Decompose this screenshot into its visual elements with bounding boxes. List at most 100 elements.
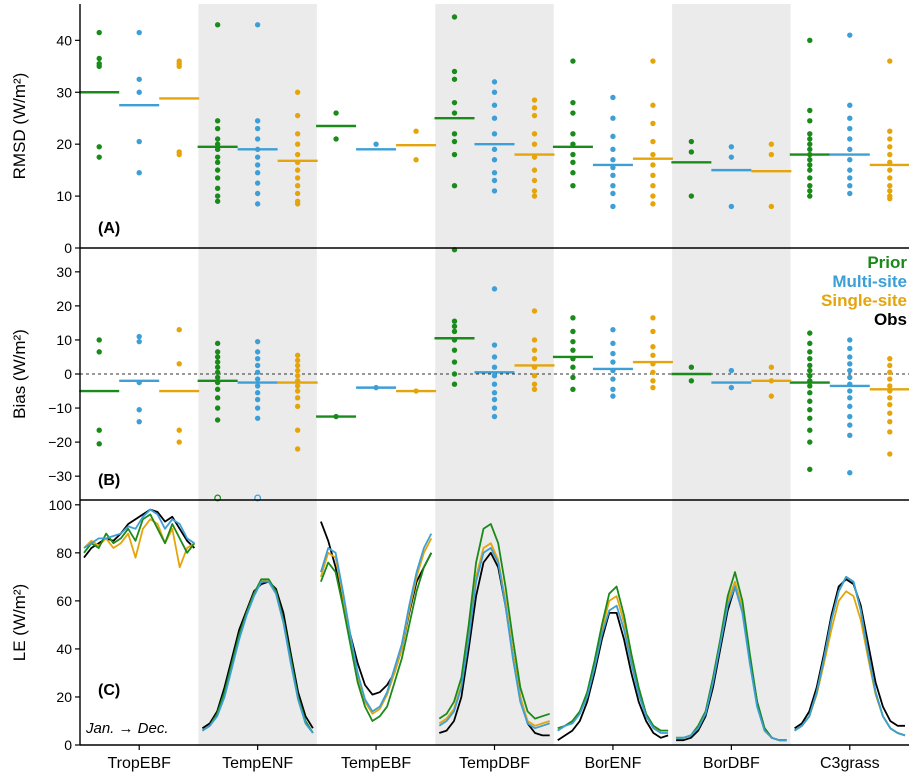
point-Prior-C3grass <box>807 175 813 181</box>
y-tick-label: 20 <box>56 298 72 314</box>
point-Multi-site-TempENF <box>254 146 261 153</box>
point-Prior-C3grass <box>807 118 813 124</box>
point-Prior-C3grass <box>807 373 813 379</box>
point-Multi-site-TempDBF <box>491 413 498 420</box>
le-line-Obs-TempDBF <box>439 551 550 737</box>
point-Single-site-TempENF <box>294 159 301 166</box>
point-Prior-TempENF <box>214 369 221 375</box>
point-Prior-C3grass <box>807 390 813 396</box>
point-Single-site-BorENF <box>650 328 656 335</box>
point-Single-site-C3grass <box>887 418 893 425</box>
point-Single-site-BorDBF <box>768 378 775 384</box>
point-Single-site-BorENF <box>650 201 656 207</box>
point-Prior-TempENF <box>214 146 221 153</box>
point-Single-site-TropEBF <box>176 151 182 158</box>
point-Single-site-TempDBF <box>531 337 538 343</box>
point-Prior-C3grass <box>807 439 813 445</box>
point-Single-site-TempENF <box>294 175 301 181</box>
point-Prior-TempDBF <box>451 183 458 189</box>
point-Single-site-TempENF <box>294 151 301 158</box>
point-Prior-TropEBF <box>96 154 102 160</box>
point-Multi-site-C3grass <box>847 157 853 163</box>
y-tick-label: 0 <box>64 240 72 256</box>
point-Prior-BorDBF <box>688 378 695 384</box>
point-Prior-C3grass <box>807 188 813 194</box>
point-Single-site-C3grass <box>887 429 893 435</box>
point-Prior-BorENF <box>570 183 576 189</box>
point-Single-site-TempDBF <box>531 154 538 160</box>
y-tick-label: 40 <box>56 32 72 48</box>
point-Multi-site-TempENF <box>254 415 261 421</box>
point-Multi-site-BorENF <box>610 115 616 121</box>
point-Multi-site-C3grass <box>847 146 853 153</box>
point-Multi-site-BorDBF <box>728 154 735 160</box>
point-Prior-TempDBF <box>451 68 458 75</box>
point-Multi-site-TempDBF <box>491 364 498 370</box>
point-Prior-C3grass <box>807 183 813 189</box>
point-Prior-TempENF <box>214 193 221 199</box>
point-Single-site-C3grass <box>887 136 893 142</box>
point-Multi-site-TempENF <box>254 180 261 186</box>
point-Multi-site-TempENF <box>254 390 261 396</box>
point-Prior-TempENF <box>214 417 221 423</box>
point-Multi-site-TempEBF <box>373 384 379 391</box>
point-Multi-site-C3grass <box>847 32 853 38</box>
point-Prior-TempEBF <box>333 136 339 142</box>
point-Multi-site-TempENF <box>254 369 261 375</box>
point-Prior-TropEBF <box>96 427 102 433</box>
point-Prior-C3grass <box>807 157 813 163</box>
panel-rmsd: 0 10 20 30 40 RMSD (W/m²) (A) <box>10 4 909 256</box>
y-tick-label: 0 <box>64 366 72 382</box>
point-Single-site-TempENF <box>294 383 301 389</box>
point-Single-site-TempENF <box>294 190 301 197</box>
point-Multi-site-TempDBF <box>491 188 498 194</box>
point-Single-site-C3grass <box>887 128 893 134</box>
point-Prior-BorENF <box>570 99 576 106</box>
point-Single-site-TempDBF <box>531 308 538 314</box>
point-Prior-TempENF <box>214 405 221 411</box>
x-category-label-TempENF: TempENF <box>222 755 293 772</box>
point-Single-site-C3grass <box>887 151 893 158</box>
x-category-label-BorENF: BorENF <box>584 755 641 772</box>
point-Prior-TropEBF <box>96 55 102 62</box>
x-category-label-TropEBF: TropEBF <box>108 755 172 772</box>
point-Prior-BorENF <box>570 328 576 335</box>
point-Prior-C3grass <box>807 136 813 142</box>
x-category-label-BorDBF: BorDBF <box>703 755 760 772</box>
point-Prior-C3grass <box>807 167 813 173</box>
point-Prior-BorDBF <box>688 149 695 155</box>
point-Prior-C3grass <box>807 141 813 147</box>
point-Multi-site-TempDBF <box>491 115 498 121</box>
point-Multi-site-C3grass <box>847 354 853 360</box>
point-Multi-site-TropEBF <box>136 333 142 340</box>
point-Multi-site-C3grass <box>847 125 853 132</box>
point-Prior-BorENF <box>570 374 576 381</box>
point-Prior-TempENF <box>214 175 221 181</box>
point-Prior-BorENF <box>570 355 576 362</box>
y-tick-label: 30 <box>56 84 72 100</box>
point-Prior-TempDBF <box>451 371 458 377</box>
point-Prior-TempENF <box>214 359 221 365</box>
point-Single-site-BorDBF <box>768 151 775 158</box>
point-Prior-TempENF <box>214 386 221 393</box>
point-Multi-site-C3grass <box>847 190 853 197</box>
point-Prior-BorENF <box>570 110 576 116</box>
point-Multi-site-BorENF <box>610 393 616 399</box>
point-Single-site-BorDBF <box>768 141 775 147</box>
point-Prior-C3grass <box>807 193 813 199</box>
point-Single-site-BorENF <box>650 138 656 145</box>
panel-le: 0 20 40 60 80 100 LE (W/m²) (C) Jan. → Dec. <box>10 497 906 753</box>
point-Single-site-TempDBF <box>531 141 538 147</box>
point-Multi-site-TempENF <box>254 376 261 382</box>
point-Single-site-TempDBF <box>531 386 538 393</box>
point-Single-site-TempDBF <box>531 105 538 111</box>
point-Multi-site-C3grass <box>847 374 853 381</box>
point-Multi-site-BorDBF <box>728 384 735 391</box>
point-Multi-site-TempENF <box>254 355 261 362</box>
point-Multi-site-TempDBF <box>491 396 498 403</box>
point-Single-site-TempDBF <box>531 355 538 362</box>
le-line-Prior-TropEBF <box>83 513 196 554</box>
point-Single-site-TropEBF <box>176 63 182 69</box>
point-Multi-site-TempENF <box>254 136 261 142</box>
point-Single-site-TempDBF <box>531 347 538 353</box>
